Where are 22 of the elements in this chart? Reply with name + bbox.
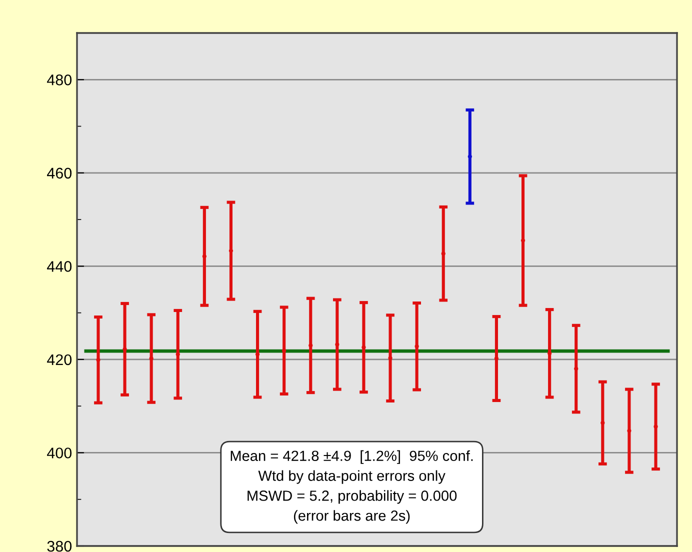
y-tick-label: 380 [47,540,72,552]
point [600,420,605,425]
point [362,345,366,350]
y-tick-label: 460 [47,168,72,179]
point [547,351,552,356]
point [468,154,472,159]
y-tick-label: 480 [47,74,72,86]
y-tick-label: 440 [47,261,72,272]
point [122,347,127,352]
point [335,342,340,347]
y-tick-label: 420 [47,354,72,366]
point [627,428,632,433]
point [202,254,207,258]
point [414,344,419,348]
annotation: Mean = 421.8 ±4.9 [1.2%] 95% conf. Wtd by data-point errors only MSWD = 5.2, probability = 0.000 (error bars are 2s) [230,450,473,524]
point [574,366,578,371]
point [149,356,154,361]
y-tick-label: 400 [47,448,72,458]
point [176,352,180,356]
point [282,348,286,353]
point [441,252,446,256]
point [654,424,658,429]
